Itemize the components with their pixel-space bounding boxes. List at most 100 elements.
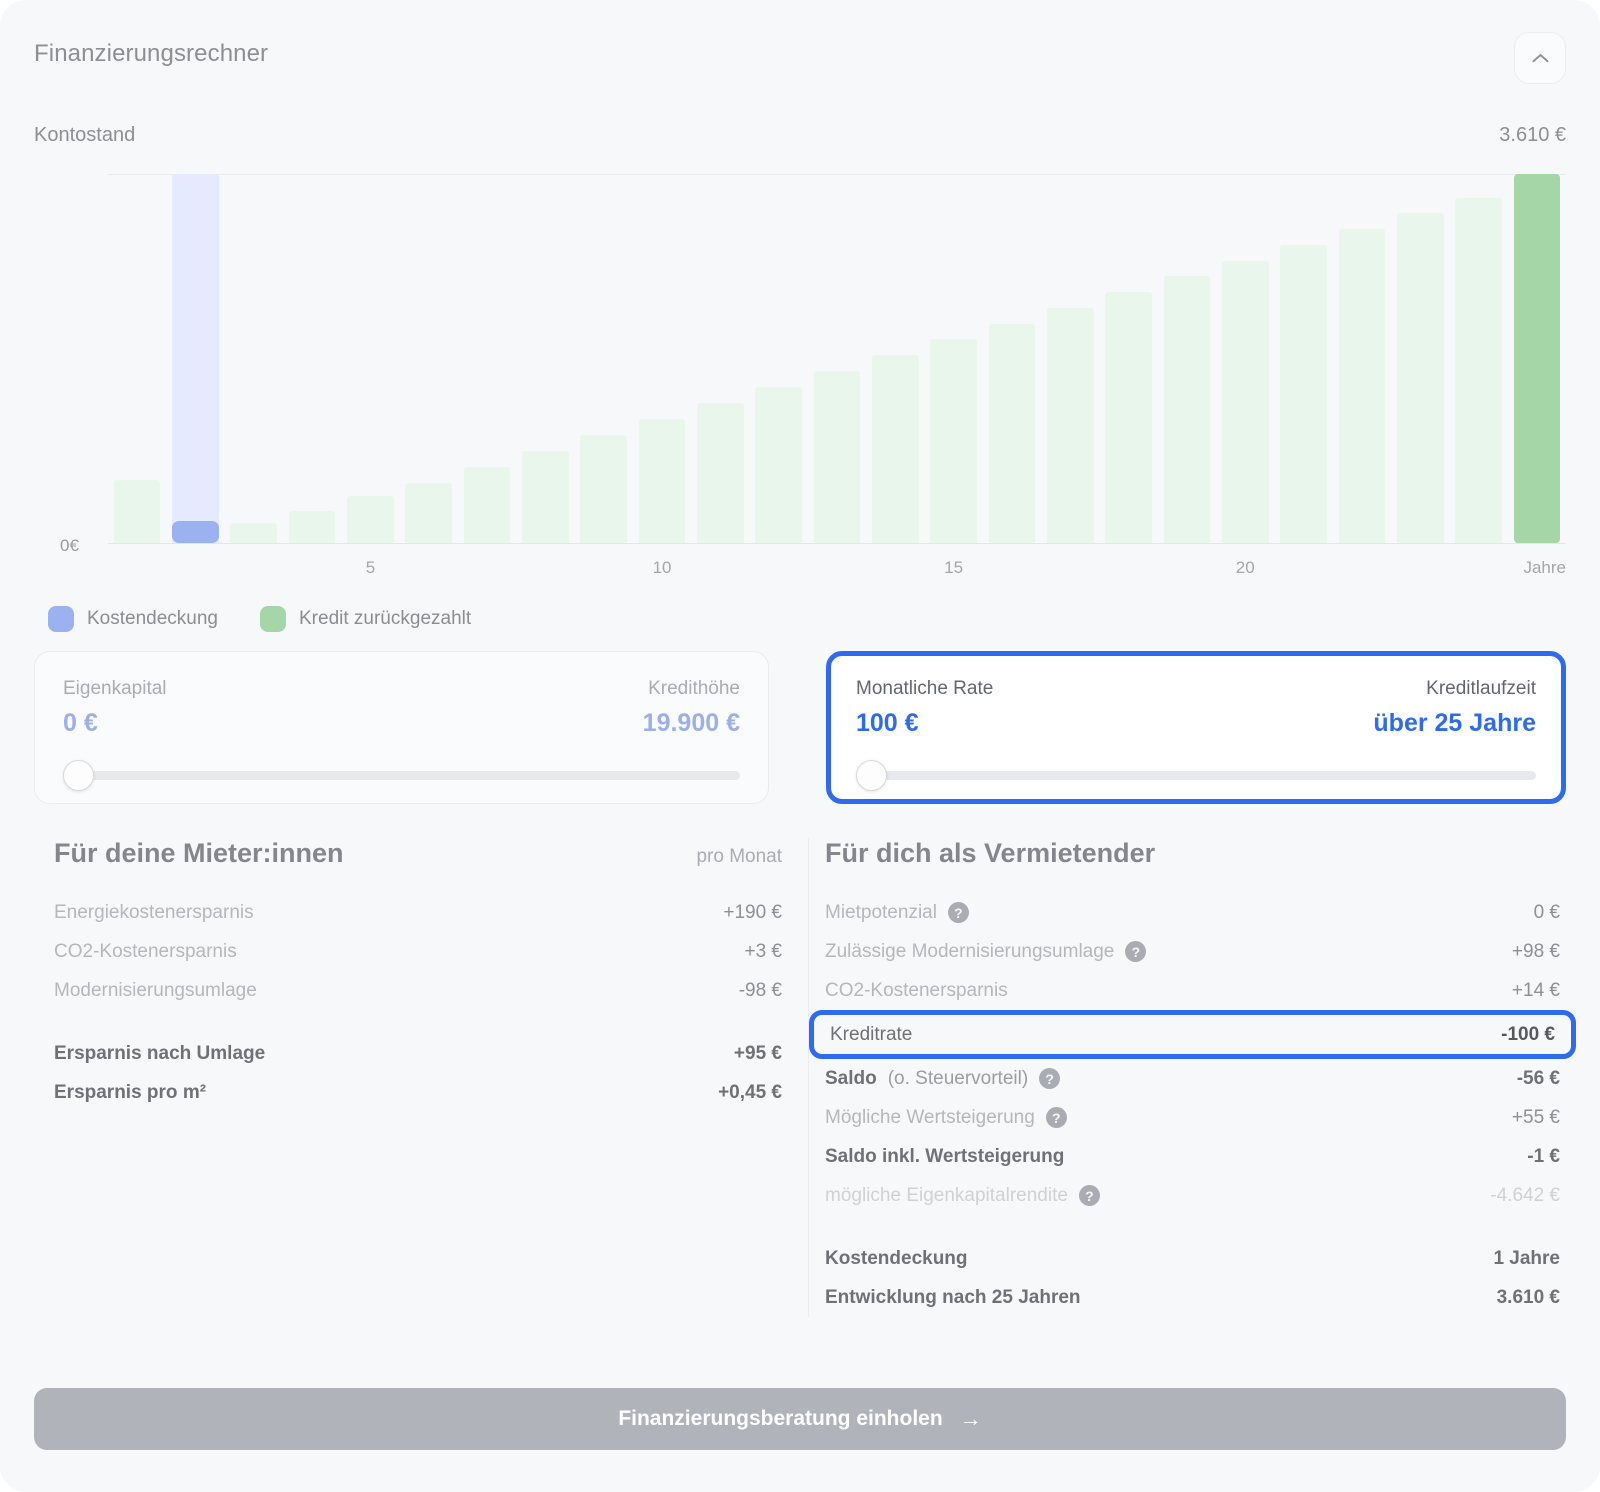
detail-row: Mietpotenzial? 0 € (825, 893, 1560, 932)
legend-label: Kredit zurückgezahlt (299, 608, 472, 629)
chart-bar (230, 522, 278, 543)
help-icon[interactable]: ? (1078, 1185, 1100, 1206)
help-icon[interactable]: ? (1045, 1107, 1067, 1128)
help-icon[interactable]: ? (1039, 1068, 1061, 1089)
tenants-column: Für deine Mieter:innen pro Monat Energie… (54, 838, 782, 1112)
chart-bar (347, 496, 394, 543)
chart-bar (405, 483, 453, 543)
equity-label: Eigenkapital (63, 678, 167, 699)
chart-bar (638, 419, 686, 543)
detail-row: CO2-Kostenersparnis +14 € (825, 971, 1560, 1010)
monthly-rate-slider-track[interactable] (870, 771, 1536, 780)
chart-bar (1280, 244, 1327, 543)
slider-cards: Eigenkapital Kredithöhe 0 € 19.900 € Mon… (34, 651, 1566, 809)
loan-term-value: über 25 Jahre (1373, 709, 1536, 737)
detail-row-label: Ersparnis nach Umlage (54, 1042, 266, 1064)
detail-row: Kostendeckung 1 Jahre (825, 1239, 1560, 1278)
x-axis-tick-label: 20 (1235, 558, 1255, 577)
chart-bar (1046, 308, 1094, 543)
detail-row-value: +0,45 € (718, 1081, 782, 1103)
kreditrate-label: Kreditrate (830, 1023, 913, 1045)
detail-row: Mögliche Wertsteigerung? +55 € (825, 1098, 1560, 1137)
landlord-rows: Mietpotenzial? 0 € Zulässige Modernisierun… (825, 893, 1560, 1010)
chart-bar (1105, 292, 1152, 543)
tenants-rows: Energiekostenersparnis +190 € CO2-Kostener… (54, 893, 782, 1010)
equity-value: 0 € (63, 709, 98, 737)
chart-bar (1163, 276, 1211, 543)
y-axis-zero-label: 0€ (60, 536, 79, 555)
chart-bar (988, 324, 1036, 543)
x-axis-unit-label: Jahre (1523, 558, 1566, 577)
chart-baseline-axis (108, 543, 1566, 544)
landlord-totals: Kostendeckung 1 Jahre Entwicklung nach 25 … (825, 1239, 1560, 1317)
chart-bar (1513, 174, 1561, 543)
equity-slider[interactable] (63, 760, 740, 791)
cta-label: Finanzierungsberatung einholen (618, 1407, 943, 1430)
kreditrate-value: -100 € (1501, 1023, 1555, 1045)
detail-row-value: 0 € (1533, 901, 1560, 923)
legend-item: Kredit zurückgezahlt (260, 606, 471, 632)
kontostand-bar-chart: 0€ 5 10 15 20 Jahre (34, 170, 1566, 582)
chart-bar (113, 480, 161, 543)
kontostand-value: 3.610 € (1499, 123, 1566, 146)
detail-row-label: CO2-Kostenersparnis (825, 979, 1008, 1001)
tenants-totals: Ersparnis nach Umlage +95 € Ersparnis pro … (54, 1034, 782, 1112)
loan-amount-value: 19.900 € (642, 709, 740, 737)
help-icon[interactable]: ? (1125, 941, 1147, 962)
kontostand-row: Kontostand 3.610 € (34, 120, 1566, 150)
x-axis-tick-label: 10 (652, 558, 672, 577)
arrow-right-icon: → (959, 1406, 982, 1431)
detail-row: Saldo inkl. Wertsteigerung -1 € (825, 1137, 1560, 1176)
chart-bar (697, 402, 744, 543)
chart-legend: Kostendeckung Kredit zurückgezahlt (48, 606, 471, 632)
detail-row: Entwicklung nach 25 Jahren 3.610 € (825, 1278, 1560, 1317)
details-section: Für deine Mieter:innen pro Monat Energie… (34, 838, 1576, 1338)
detail-row-label: Saldo inkl. Wertsteigerung (825, 1145, 1065, 1167)
chart-bar (463, 467, 511, 543)
detail-row-label: Zulässige Modernisierungsumlage? (825, 941, 1147, 963)
detail-row-value: 3.610 € (1496, 1286, 1560, 1308)
detail-row-value: -98 € (738, 979, 782, 1001)
equity-loan-card[interactable]: Eigenkapital Kredithöhe 0 € 19.900 € (34, 651, 769, 804)
monthly-rate-slider-knob[interactable] (856, 760, 887, 791)
detail-row-label: Energiekostenersparnis (54, 901, 254, 923)
equity-slider-knob[interactable] (63, 760, 94, 791)
kreditrate-highlighted-row: Kreditrate -100 € (809, 1010, 1576, 1059)
loan-term-label: Kreditlaufzeit (1426, 678, 1536, 699)
chart-top-gridline (108, 174, 1566, 175)
panel-header: Finanzierungsrechner (34, 32, 1566, 92)
x-axis-tick-label: 15 (944, 558, 964, 577)
detail-row-value: -56 € (1516, 1067, 1560, 1089)
financing-advice-button[interactable]: Finanzierungsberatung einholen → (34, 1388, 1566, 1450)
collapse-panel-button[interactable] (1514, 32, 1566, 84)
legend-swatch-icon (48, 606, 74, 632)
detail-row-label: Kostendeckung (825, 1247, 968, 1269)
detail-row-label: Mietpotenzial? (825, 902, 969, 924)
monthly-rate-slider[interactable] (856, 760, 1536, 791)
equity-slider-track[interactable] (77, 771, 740, 780)
chart-bar (522, 451, 569, 543)
chart-bar (755, 387, 802, 543)
monthly-rate-card[interactable]: Monatliche Rate Kreditlaufzeit 100 € übe… (826, 651, 1566, 804)
detail-row-label-sub: (o. Steuervorteil) (887, 1067, 1029, 1089)
chart-bar (288, 511, 336, 543)
detail-row-label: CO2-Kostenersparnis (54, 940, 237, 962)
detail-row-value: 1 Jahre (1493, 1247, 1560, 1269)
chart-bar (1455, 198, 1502, 543)
detail-row: Energiekostenersparnis +190 € (54, 893, 782, 932)
detail-row-value: +14 € (1511, 979, 1560, 1001)
detail-row-label: mögliche Eigenkapitalrendite? (825, 1185, 1100, 1207)
detail-row-label: Saldo (o. Steuervorteil)? (825, 1067, 1061, 1090)
landlord-title: Für dich als Vermietender (825, 838, 1156, 868)
legend-item: Kostendeckung (48, 606, 218, 632)
detail-row: Ersparnis pro m² +0,45 € (54, 1073, 782, 1112)
chart-bar (930, 339, 977, 543)
detail-row-value: +3 € (744, 940, 782, 962)
detail-row-value: +190 € (723, 901, 782, 923)
monthly-rate-label: Monatliche Rate (856, 678, 994, 699)
chart-bar (1221, 260, 1269, 543)
help-icon[interactable]: ? (947, 902, 969, 923)
chart-highlight-column (172, 174, 219, 543)
kontostand-label: Kontostand (34, 123, 136, 146)
